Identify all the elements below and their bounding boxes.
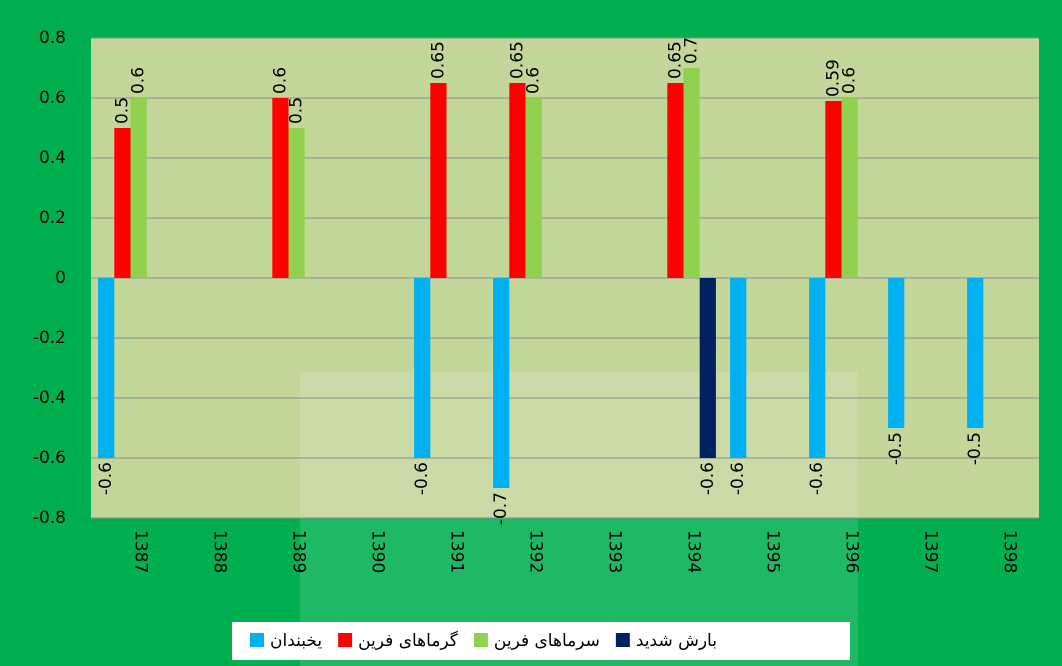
bar xyxy=(967,278,983,428)
x-tick-label: 1394 xyxy=(684,530,704,573)
legend-label: بارش شدید xyxy=(636,631,717,651)
legend-swatch xyxy=(250,633,264,647)
y-tick-label: -0.4 xyxy=(33,388,66,408)
x-tick-label: 1393 xyxy=(605,530,625,573)
y-tick-label: 0.8 xyxy=(39,28,66,48)
legend-label: یخبندان xyxy=(270,631,322,651)
data-label: 0.65 xyxy=(428,41,448,79)
data-label: 0.6 xyxy=(840,67,860,94)
y-tick-label: 0 xyxy=(55,268,66,288)
legend-swatch xyxy=(616,633,630,647)
bar xyxy=(272,98,288,278)
y-tick-label: -0.8 xyxy=(33,508,66,528)
bar xyxy=(430,83,446,278)
bar xyxy=(114,128,130,278)
bar xyxy=(509,83,525,278)
y-tick-label: 0.2 xyxy=(39,208,66,228)
watermark xyxy=(300,372,858,666)
chart: -0.8 -0.6 -0.4 -0.2 0 0.2 0.4 0.6 0.8 1387 1388 138… xyxy=(0,0,1062,666)
data-label: 0.6 xyxy=(129,67,149,94)
x-tick-label: 1395 xyxy=(763,530,783,573)
data-label: 0.5 xyxy=(287,97,307,124)
bar xyxy=(888,278,904,428)
bar xyxy=(526,98,542,278)
x-tick-label: 1391 xyxy=(447,530,467,573)
data-label: -0.5 xyxy=(886,432,906,465)
x-tick-label: 1398 xyxy=(1000,530,1020,573)
bar xyxy=(493,278,509,488)
data-label: 0.5 xyxy=(112,97,132,124)
data-label: -0.7 xyxy=(491,492,511,525)
bar xyxy=(414,278,430,458)
x-tick-label: 1397 xyxy=(921,530,941,573)
x-tick-label: 1390 xyxy=(368,530,388,573)
bar xyxy=(131,98,147,278)
x-tick-label: 1392 xyxy=(526,530,546,573)
y-tick-label: 0.6 xyxy=(39,88,66,108)
data-label: 0.6 xyxy=(270,67,290,94)
bar xyxy=(842,98,858,278)
bar xyxy=(667,83,683,278)
bar xyxy=(730,278,746,458)
bar xyxy=(825,101,841,278)
data-label: -0.6 xyxy=(698,462,718,495)
legend-swatch xyxy=(338,633,352,647)
data-label: -0.6 xyxy=(807,462,827,495)
data-label: -0.6 xyxy=(728,462,748,495)
data-label: -0.5 xyxy=(965,432,985,465)
x-tick-label: 1388 xyxy=(210,530,230,573)
bar xyxy=(809,278,825,458)
x-tick-label: 1396 xyxy=(842,530,862,573)
legend-label: سرماهای فرین xyxy=(494,631,600,651)
x-tick-label: 1387 xyxy=(131,530,151,573)
data-label: -0.6 xyxy=(412,462,432,495)
data-label: 0.7 xyxy=(682,37,702,64)
legend-label: گرماهای فرین xyxy=(358,630,459,651)
y-tick-label: 0.4 xyxy=(39,148,66,168)
bar xyxy=(98,278,114,458)
bar xyxy=(700,278,716,458)
y-tick-label: -0.2 xyxy=(33,328,66,348)
data-label: 0.6 xyxy=(524,67,544,94)
data-label: -0.6 xyxy=(96,462,116,495)
x-tick-label: 1389 xyxy=(289,530,309,573)
bar xyxy=(289,128,305,278)
bar xyxy=(684,68,700,278)
y-tick-label: -0.6 xyxy=(33,448,66,468)
legend-swatch xyxy=(474,633,488,647)
